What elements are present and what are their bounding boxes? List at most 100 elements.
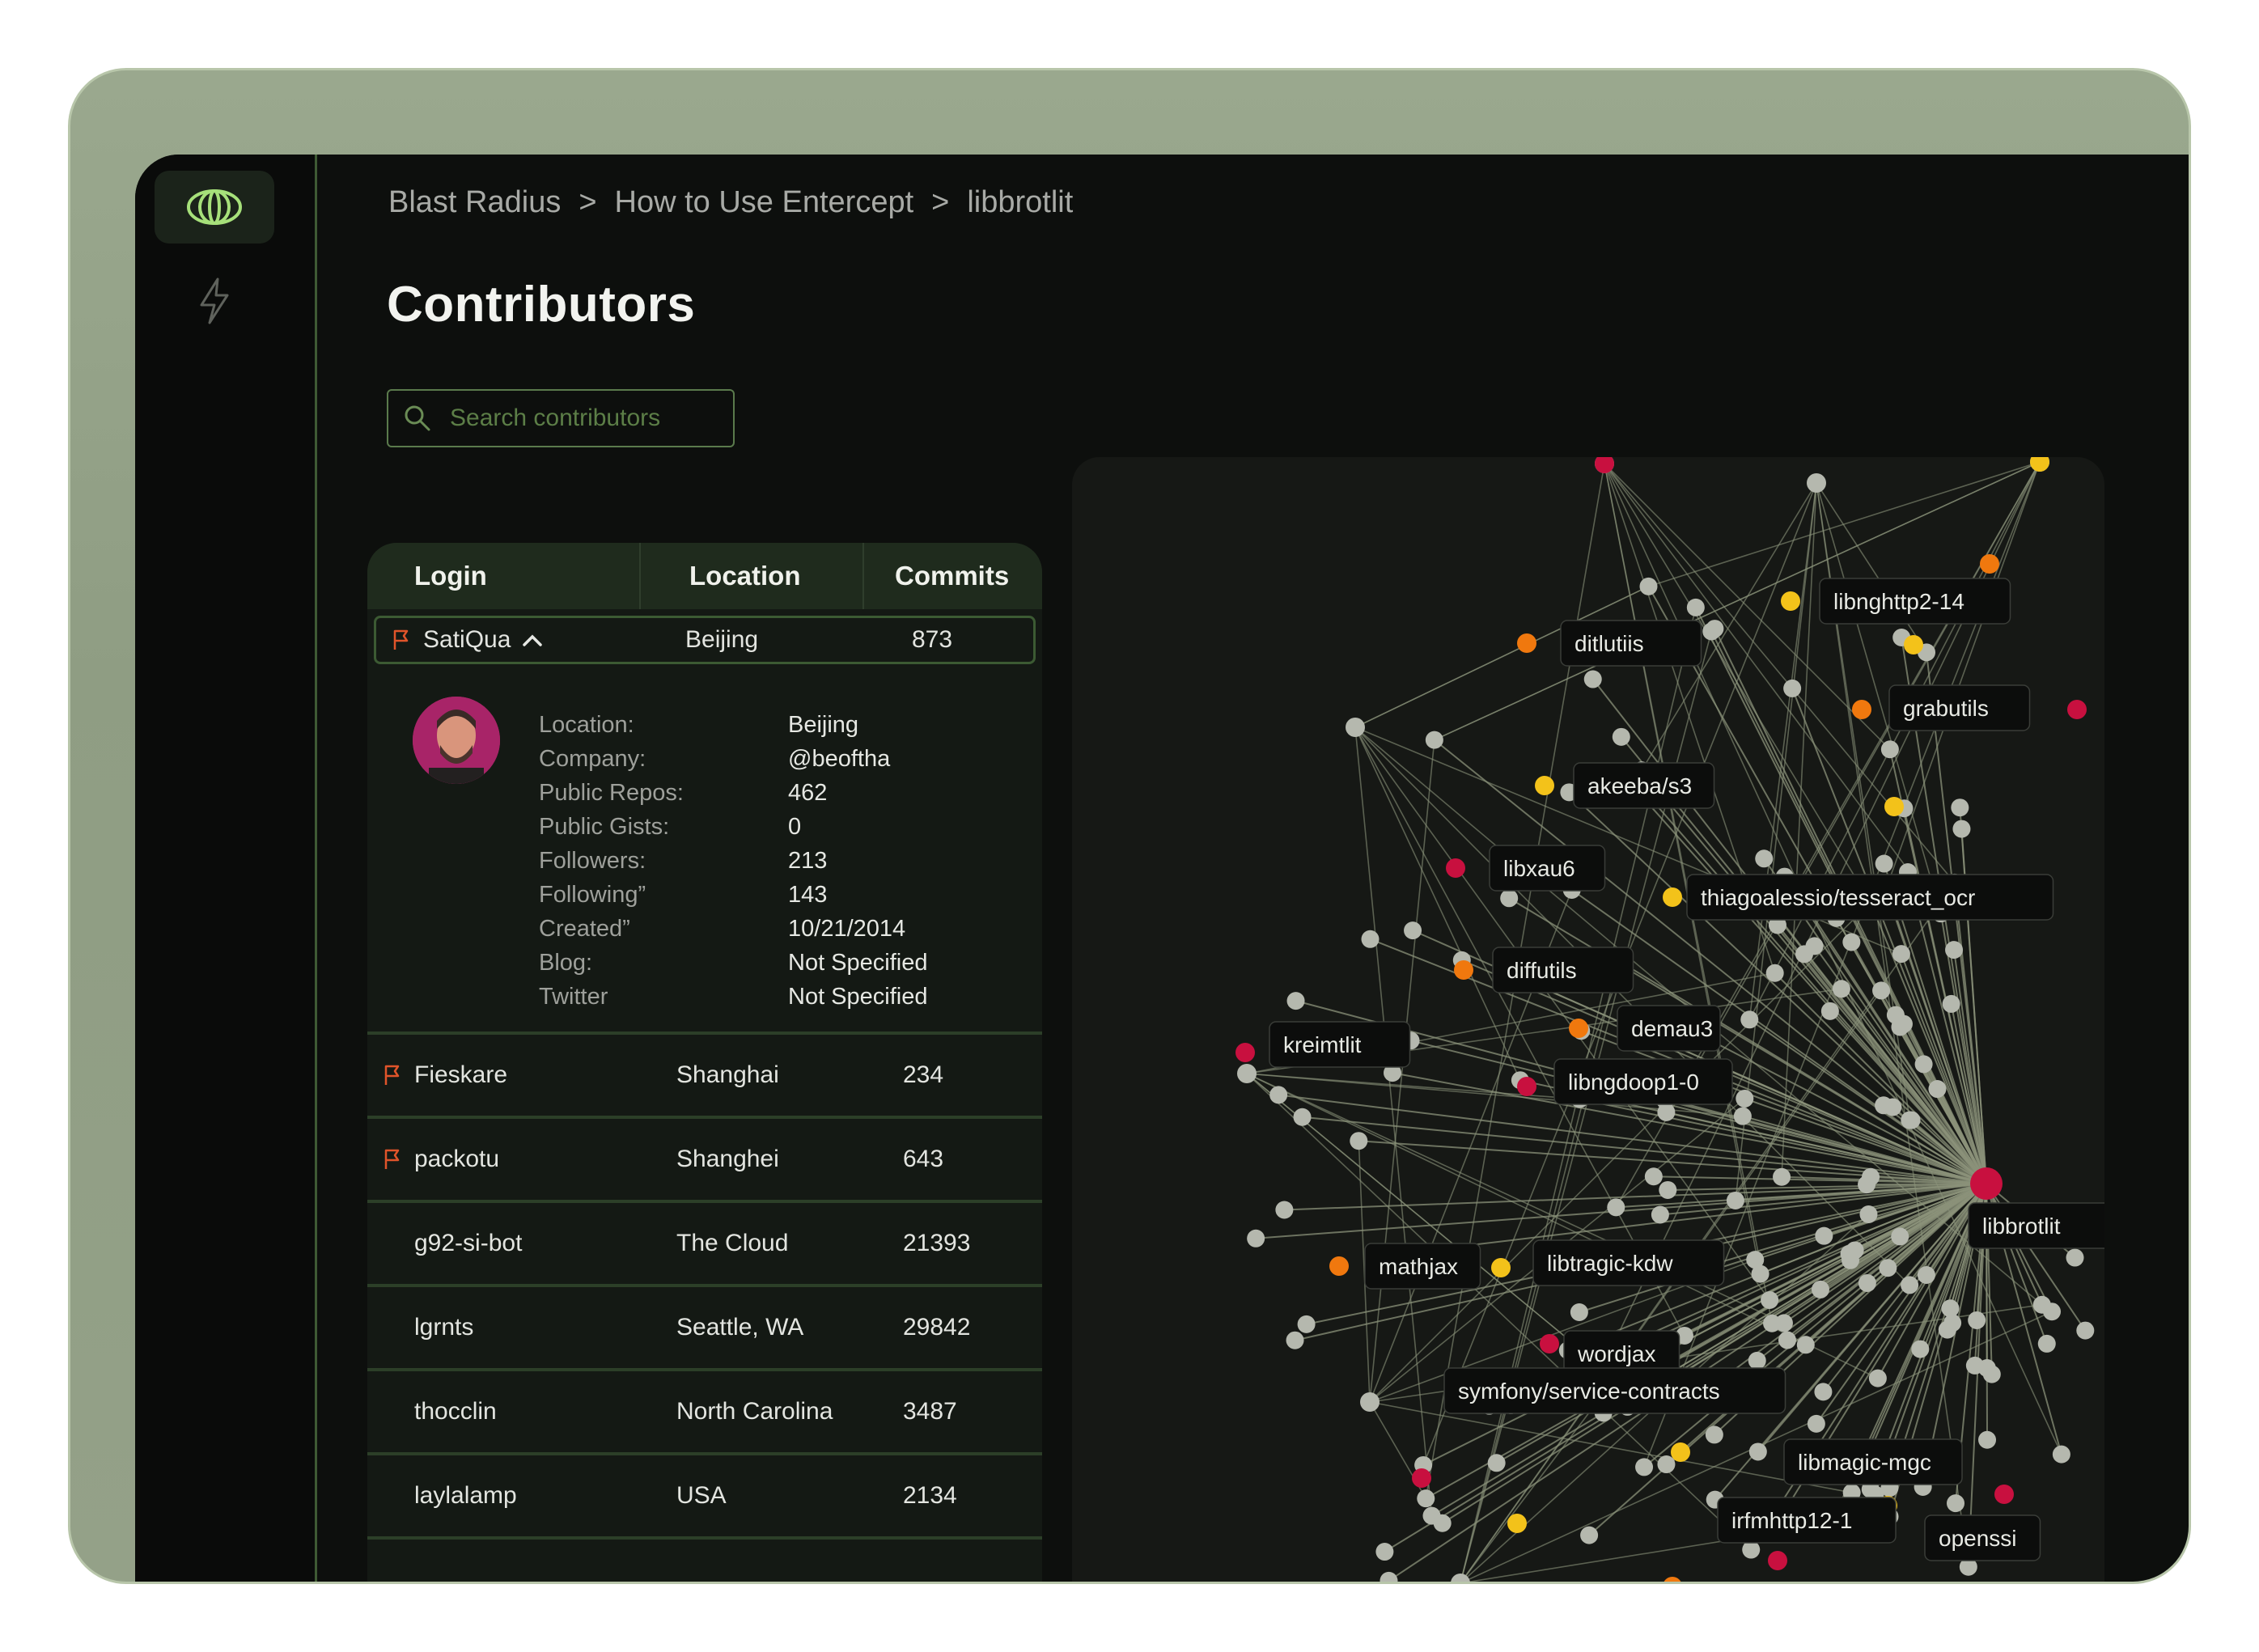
graph-node[interactable]	[1840, 1244, 1858, 1263]
graph-node[interactable]	[1928, 1080, 1947, 1099]
graph-node[interactable]	[1748, 1351, 1766, 1370]
graph-node[interactable]	[1361, 930, 1380, 948]
graph-node-highlighted[interactable]	[1517, 633, 1536, 653]
graph-node[interactable]	[1941, 1299, 1960, 1318]
graph-node[interactable]	[1451, 1574, 1470, 1584]
column-header-commits[interactable]: Commits	[895, 561, 1010, 591]
graph-label[interactable]: mathjax	[1364, 1243, 1481, 1290]
graph-node[interactable]	[1736, 1089, 1754, 1108]
graph-node-highlighted[interactable]	[1595, 457, 1614, 473]
graph-node[interactable]	[1639, 577, 1658, 595]
graph-node[interactable]	[1965, 1356, 1984, 1375]
graph-node[interactable]	[1247, 1229, 1265, 1247]
search-box[interactable]	[387, 389, 735, 447]
graph-node[interactable]	[1880, 740, 1899, 759]
graph-label[interactable]: wordjax	[1563, 1330, 1680, 1377]
table-row[interactable]: lgrnts Seattle, WA 29842	[367, 1284, 1042, 1368]
graph-node[interactable]	[1346, 718, 1365, 737]
graph-node[interactable]	[1375, 1543, 1394, 1561]
graph-node[interactable]	[1820, 1002, 1839, 1020]
graph-node[interactable]	[1740, 1010, 1759, 1029]
graph-node[interactable]	[1644, 1167, 1663, 1186]
graph-node-highlighted[interactable]	[1235, 1043, 1255, 1062]
graph-node-highlighted[interactable]	[1507, 1514, 1527, 1533]
graph-node[interactable]	[1686, 598, 1705, 616]
graph-node[interactable]	[1383, 1064, 1401, 1082]
graph-node[interactable]	[1748, 1442, 1767, 1461]
column-header-login[interactable]: Login	[367, 543, 641, 609]
graph-label[interactable]: irfmhttp12-1	[1717, 1497, 1897, 1544]
graph-node[interactable]	[2043, 1303, 2062, 1321]
graph-node[interactable]	[1360, 1392, 1380, 1412]
graph-node[interactable]	[1763, 1314, 1782, 1332]
graph-node-highlighted[interactable]	[1904, 635, 1923, 654]
graph-node[interactable]	[1872, 981, 1891, 1000]
table-row[interactable]: Fieskare Shanghai 234	[367, 1031, 1042, 1116]
graph-node[interactable]	[1796, 1336, 1815, 1354]
graph-node[interactable]	[1952, 820, 1971, 838]
graph-node[interactable]	[2052, 1445, 2070, 1464]
graph-node[interactable]	[1938, 1320, 1956, 1339]
graph-node[interactable]	[1659, 1180, 1677, 1199]
graph-node[interactable]	[1237, 1064, 1257, 1083]
table-row-selected[interactable]: SatiQua Beijing 873	[374, 616, 1036, 664]
graph-node[interactable]	[1982, 1365, 2001, 1383]
graph-node[interactable]	[1404, 921, 1422, 940]
graph-node-highlighted[interactable]	[1663, 887, 1682, 907]
graph-node[interactable]	[1917, 1266, 1935, 1285]
graph-node-highlighted[interactable]	[2067, 700, 2087, 719]
graph-node[interactable]	[1755, 849, 1774, 868]
graph-node[interactable]	[1879, 1259, 1897, 1277]
graph-label[interactable]: demau3	[1617, 1005, 1721, 1052]
column-header-location[interactable]: Location	[641, 543, 864, 609]
graph-canvas[interactable]: libnghttp2-14 ditlutiis grabutils akeeba/s3…	[1072, 457, 2104, 1584]
graph-node-highlighted[interactable]	[2030, 457, 2049, 472]
chevron-up-icon[interactable]	[522, 633, 543, 647]
graph-node[interactable]	[2066, 1248, 2084, 1267]
graph-node[interactable]	[1778, 1331, 1796, 1349]
graph-node[interactable]	[1951, 798, 1969, 817]
graph-node[interactable]	[1891, 1227, 1909, 1246]
breadcrumb-item-blast-radius[interactable]: Blast Radius	[388, 185, 562, 219]
graph-node[interactable]	[1706, 620, 1724, 638]
graph-node[interactable]	[1842, 933, 1861, 951]
graph-node[interactable]	[1807, 1414, 1825, 1433]
graph-node[interactable]	[1978, 1430, 1997, 1449]
graph-node[interactable]	[1293, 1108, 1312, 1126]
graph-label[interactable]: libmagic-mgc	[1783, 1438, 1963, 1485]
dependency-graph[interactable]: libnghttp2-14 ditlutiis grabutils akeeba/s3…	[1072, 457, 2104, 1584]
graph-node-highlighted[interactable]	[1454, 960, 1473, 980]
graph-node-highlighted[interactable]	[1671, 1442, 1690, 1462]
graph-node[interactable]	[1901, 1111, 1919, 1129]
graph-node[interactable]	[1805, 937, 1824, 955]
graph-node-highlighted[interactable]	[1540, 1334, 1559, 1353]
graph-node-highlighted[interactable]	[1663, 1577, 1682, 1584]
graph-node[interactable]	[1892, 945, 1910, 964]
graph-node[interactable]	[1858, 1273, 1876, 1292]
graph-node[interactable]	[1875, 854, 1893, 873]
graph-node[interactable]	[1380, 1571, 1398, 1584]
graph-node-highlighted[interactable]	[1781, 591, 1800, 611]
graph-node[interactable]	[1746, 1251, 1765, 1269]
table-row[interactable]: packotu Shanghei 643	[367, 1116, 1042, 1200]
graph-node-highlighted[interactable]	[1768, 1551, 1787, 1570]
graph-node[interactable]	[1901, 1276, 1919, 1294]
table-row[interactable]: thocclin North Carolina 3487	[367, 1368, 1042, 1452]
graph-node[interactable]	[1783, 679, 1802, 697]
graph-label[interactable]: libtragic-kdw	[1532, 1239, 1725, 1286]
graph-node[interactable]	[1859, 1205, 1878, 1224]
graph-node[interactable]	[1726, 1191, 1744, 1209]
graph-node-highlighted[interactable]	[1412, 1468, 1431, 1488]
graph-node-highlighted[interactable]	[1491, 1258, 1511, 1277]
graph-node[interactable]	[1583, 670, 1602, 688]
graph-node-highlighted[interactable]	[1994, 1485, 2014, 1504]
graph-label[interactable]: libnghttp2-14	[1819, 578, 2011, 625]
graph-node[interactable]	[1811, 1280, 1829, 1298]
graph-node[interactable]	[1947, 1494, 1965, 1513]
graph-node[interactable]	[1580, 1526, 1599, 1544]
graph-label[interactable]: symfony/service-contracts	[1443, 1367, 1786, 1414]
table-row[interactable]: g92-si-bot The Cloud 21393	[367, 1200, 1042, 1284]
graph-node[interactable]	[1733, 1107, 1752, 1125]
graph-label[interactable]: libxau6	[1489, 845, 1606, 892]
graph-label[interactable]: ditlutiis	[1560, 620, 1702, 667]
